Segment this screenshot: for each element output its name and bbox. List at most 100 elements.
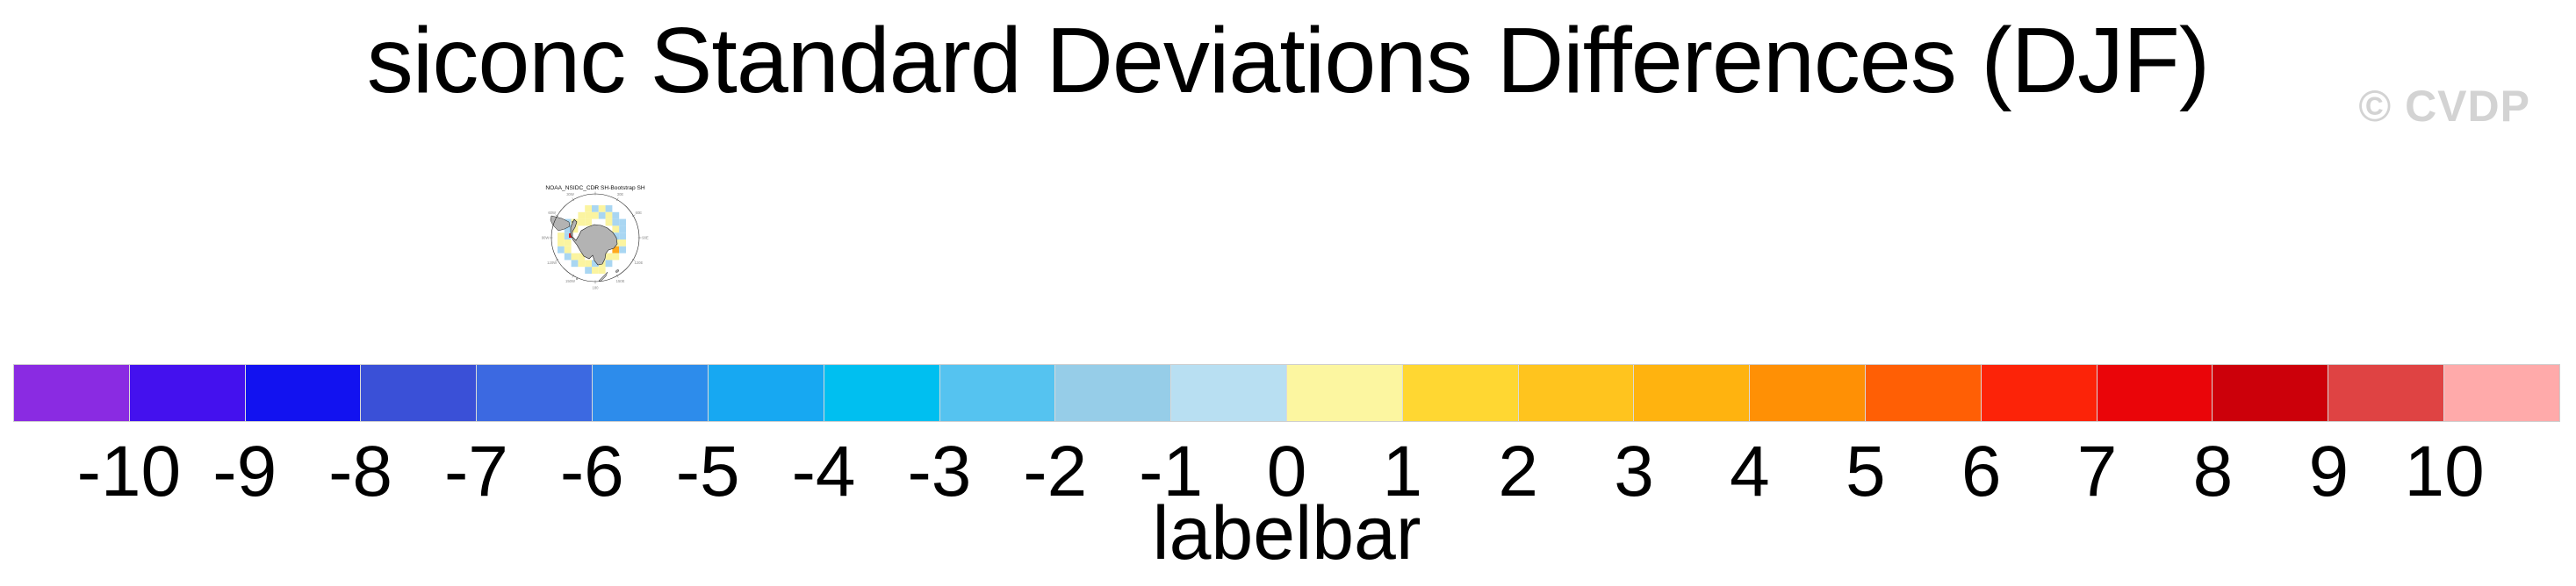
colorbar-box <box>14 365 130 421</box>
map-diff-cell <box>558 239 565 247</box>
graticule-lon-label: 150E <box>616 279 625 283</box>
graticule-tick <box>616 197 619 202</box>
colorbar-box <box>2444 365 2559 421</box>
colorbar-tick-label: -7 <box>443 432 508 511</box>
labelbar: labelbar -10 -9 -8 -7 -6 -5 -4 -3 -2 -1 0 1 2 3 4 5 6 7 8 9… <box>13 364 2560 583</box>
colorbar-tick-label: 2 <box>1498 432 1539 511</box>
map-diff-cell <box>564 253 572 261</box>
labelbar-title: labelbar <box>1152 491 1421 575</box>
map-diff-cell <box>598 205 606 212</box>
graticule-lon-label: 90E <box>642 235 649 239</box>
colorbar-box <box>1402 365 1519 421</box>
colorbar-tick-label: -5 <box>675 432 740 511</box>
map-diff-cell <box>585 260 592 268</box>
map-diff-cell <box>605 253 613 261</box>
graticule-tick <box>572 197 574 202</box>
map-diff-cell <box>619 246 626 254</box>
colorbar-box <box>593 365 709 421</box>
colorbar-tick-label: 8 <box>2192 432 2234 511</box>
colorbar-tick-label: 7 <box>2076 432 2118 511</box>
colorbar-tick-label: 9 <box>2308 432 2349 511</box>
colorbar-box <box>1286 365 1403 421</box>
map-diff-cell <box>612 253 620 261</box>
map-diff-cell <box>619 218 626 226</box>
graticule-lon-label: 120W <box>547 261 557 265</box>
figure-title: siconc Standard Deviations Differences (… <box>366 9 2210 112</box>
map-panel-title: NOAA_NSIDC_CDR SH-Bootstrap SH <box>545 185 644 191</box>
colorbar-box <box>708 365 824 421</box>
colorbar-box <box>1750 365 1866 421</box>
colorbar-box <box>1055 365 1172 421</box>
map-diff-cell <box>564 232 572 239</box>
graticule-lon-label: 120E <box>634 261 643 265</box>
map-diff-cell <box>558 232 565 239</box>
map-diff-cell <box>578 218 586 226</box>
colorbar-tick-label: -6 <box>559 432 624 511</box>
colorbar-box <box>1171 365 1287 421</box>
map-diff-cell <box>585 211 592 219</box>
graticule-lon-label: 180 <box>593 285 600 289</box>
antarctic-polar-map: 0 30E 60E 90E 120E 150E 180 150W 120W 90W 60W 30W N… <box>542 185 649 289</box>
colorbar-tick-label: -9 <box>212 432 277 511</box>
colorbar-box <box>477 365 594 421</box>
map-diff-cell <box>564 246 572 254</box>
map-diff-cell <box>612 246 620 254</box>
colorbar-box <box>129 365 246 421</box>
colorbar-tick-label: 5 <box>1846 432 1886 511</box>
colorbar-box <box>2097 365 2213 421</box>
map-diff-cell <box>592 211 599 219</box>
graticule-lon-label: 0 <box>594 185 597 189</box>
colorbar-tick-label: 3 <box>1614 432 1654 511</box>
map-diff-cell <box>612 218 620 226</box>
map-diff-cell <box>592 205 599 212</box>
colorbar-tick-label: 6 <box>1961 432 2002 511</box>
colorbar-tick-label: -3 <box>907 432 972 511</box>
colorbar-tick-label: 10 <box>2404 432 2485 511</box>
graticule-lon-label: 30W <box>566 192 574 197</box>
map-diff-cell <box>612 232 620 239</box>
map-diff-cell-red <box>569 233 572 238</box>
map-diff-cell <box>612 211 620 219</box>
map-diff-cell <box>592 260 599 268</box>
colorbar-tick-label: 4 <box>1730 432 1770 511</box>
colorbar-box <box>1518 365 1635 421</box>
graticule-tick <box>555 259 559 261</box>
colorbar-box <box>245 365 362 421</box>
map-diff-cell <box>605 260 613 268</box>
colorbar-box <box>361 365 478 421</box>
colorbar-tick-label: -1 <box>1139 432 1204 511</box>
colorbar <box>13 364 2560 422</box>
colorbar-box <box>2213 365 2329 421</box>
colorbar-box <box>2328 365 2445 421</box>
colorbar-box <box>939 365 1056 421</box>
graticule-tick <box>631 259 636 261</box>
map-diff-cell <box>598 267 606 274</box>
map-diff-cell <box>592 267 599 274</box>
island-blob <box>615 269 619 273</box>
colorbar-box <box>1981 365 2097 421</box>
graticule-lon-label: 60W <box>548 211 556 215</box>
colorbar-tick-label: -10 <box>76 432 182 511</box>
colorbar-box <box>1634 365 1751 421</box>
cvdp-watermark: © CVDP <box>2358 82 2530 131</box>
colorbar-box <box>824 365 940 421</box>
map-diff-cell <box>564 225 572 233</box>
graticule-tick <box>616 274 619 278</box>
map-diff-cell <box>578 260 586 268</box>
colorbar-box <box>1866 365 1982 421</box>
map-diff-cell <box>612 225 620 233</box>
map-diff-cell <box>578 211 586 219</box>
map-diff-cell <box>605 218 613 226</box>
colorbar-tick-label: -4 <box>791 432 856 511</box>
map-diff-cell <box>585 218 592 226</box>
map-diff-cell <box>558 246 565 254</box>
map-diff-cell <box>585 267 592 274</box>
map-diff-cell <box>571 253 579 261</box>
graticule-lon-label: 90W <box>542 235 550 239</box>
colorbar-tick-label: 1 <box>1382 432 1423 511</box>
map-diff-cell <box>585 205 592 212</box>
map-diff-cell <box>564 239 572 247</box>
map-diff-cells <box>558 205 626 274</box>
map-diff-cell <box>598 211 606 219</box>
map-diff-cell <box>571 260 579 268</box>
